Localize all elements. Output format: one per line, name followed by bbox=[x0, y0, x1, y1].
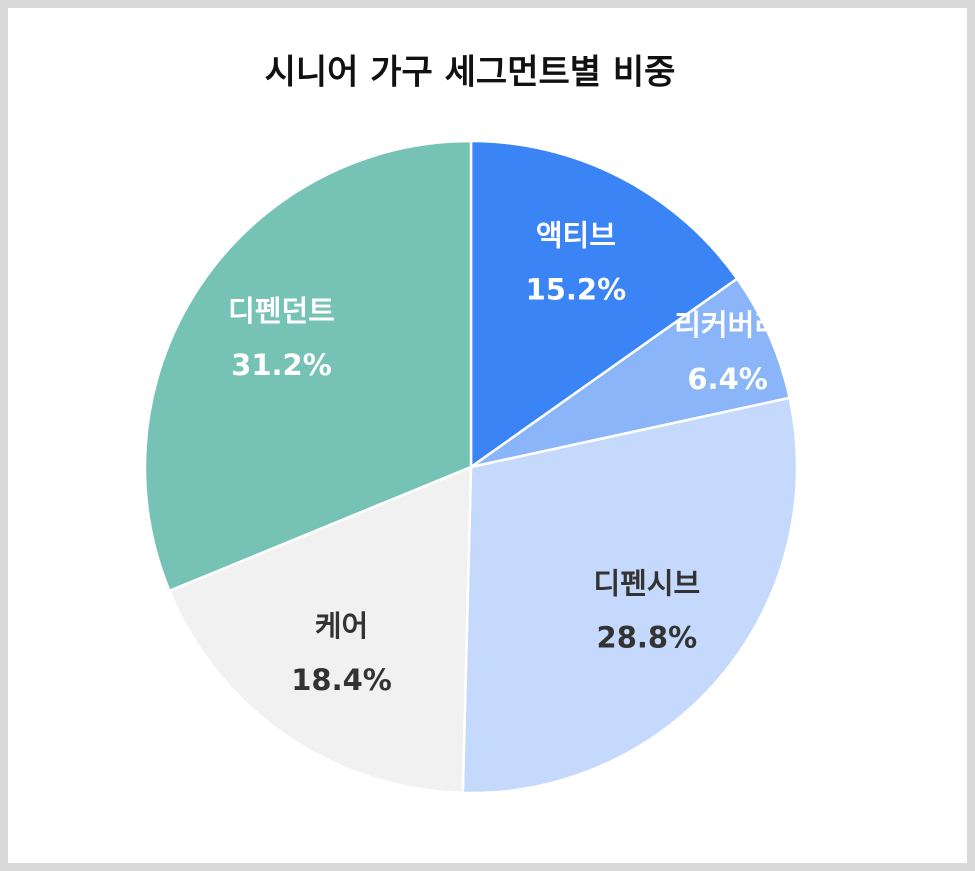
pie-slice bbox=[469, 139, 739, 470]
chart: 시니어 가구 세그먼트별 비중 액티브 15.2% 리커버리 6.4% 디펜시브 28.8… bbox=[143, 53, 799, 795]
slice-value-label: 15.2% bbox=[526, 272, 627, 306]
slice-label: 액티브 bbox=[536, 218, 616, 252]
slice-value-label: 18.4% bbox=[291, 663, 392, 697]
slice-value-label: 28.8% bbox=[597, 620, 698, 654]
slice-label: 리커버리 bbox=[674, 308, 781, 342]
pie-slice bbox=[143, 139, 473, 593]
chart-title: 시니어 가구 세그먼트별 비중 bbox=[265, 53, 676, 93]
slice-value-label: 6.4% bbox=[687, 362, 767, 396]
slice-label: 디펜시브 bbox=[593, 566, 700, 600]
slice-label: 케어 bbox=[315, 609, 368, 643]
slice-value-label: 31.2% bbox=[231, 348, 332, 382]
pie-slice bbox=[470, 276, 792, 469]
pie-slice bbox=[461, 396, 799, 795]
pie-slice bbox=[167, 465, 473, 795]
slice-label: 디펜던트 bbox=[228, 294, 335, 328]
